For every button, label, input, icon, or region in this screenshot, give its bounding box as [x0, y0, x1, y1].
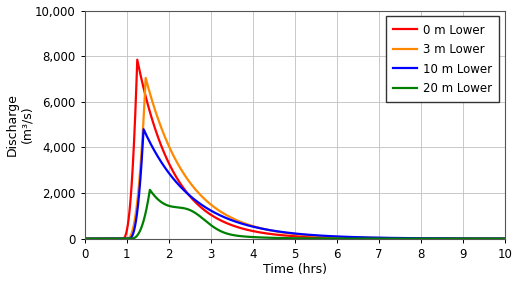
X-axis label: Time (hrs): Time (hrs) — [263, 263, 327, 276]
0 m Lower — [243, 228, 249, 231]
0 m Lower — [155, 135, 161, 138]
Line: 0 m Lower: 0 m Lower — [85, 60, 505, 239]
0 m Lower — [130, 167, 136, 170]
Y-axis label: Discharge
(m³/s): Discharge (m³/s) — [6, 93, 34, 156]
10 m Lower — [140, 127, 147, 131]
0 m Lower — [449, 237, 455, 240]
10 m Lower — [243, 223, 249, 226]
20 m Lower — [494, 237, 500, 240]
0 m Lower — [502, 237, 508, 240]
3 m Lower — [142, 76, 149, 80]
3 m Lower — [494, 237, 500, 240]
20 m Lower — [82, 237, 88, 240]
0 m Lower — [82, 237, 88, 240]
10 m Lower — [130, 233, 136, 237]
10 m Lower — [449, 237, 455, 240]
Line: 20 m Lower: 20 m Lower — [85, 190, 505, 239]
Line: 3 m Lower: 3 m Lower — [85, 78, 505, 239]
3 m Lower — [82, 237, 88, 240]
0 m Lower — [261, 232, 267, 235]
20 m Lower — [147, 188, 153, 191]
10 m Lower — [261, 227, 267, 231]
3 m Lower — [261, 227, 267, 231]
20 m Lower — [502, 237, 508, 240]
10 m Lower — [502, 237, 508, 240]
3 m Lower — [155, 116, 161, 120]
3 m Lower — [449, 237, 455, 240]
20 m Lower — [155, 197, 161, 201]
20 m Lower — [243, 235, 249, 238]
20 m Lower — [261, 236, 267, 239]
Legend: 0 m Lower, 3 m Lower, 10 m Lower, 20 m Lower: 0 m Lower, 3 m Lower, 10 m Lower, 20 m L… — [386, 16, 499, 102]
20 m Lower — [130, 237, 136, 240]
0 m Lower — [134, 58, 140, 61]
10 m Lower — [155, 155, 161, 158]
0 m Lower — [494, 237, 500, 240]
10 m Lower — [82, 237, 88, 240]
3 m Lower — [502, 237, 508, 240]
3 m Lower — [130, 228, 136, 232]
Line: 10 m Lower: 10 m Lower — [85, 129, 505, 239]
10 m Lower — [494, 237, 500, 240]
20 m Lower — [449, 237, 455, 240]
3 m Lower — [243, 222, 249, 226]
